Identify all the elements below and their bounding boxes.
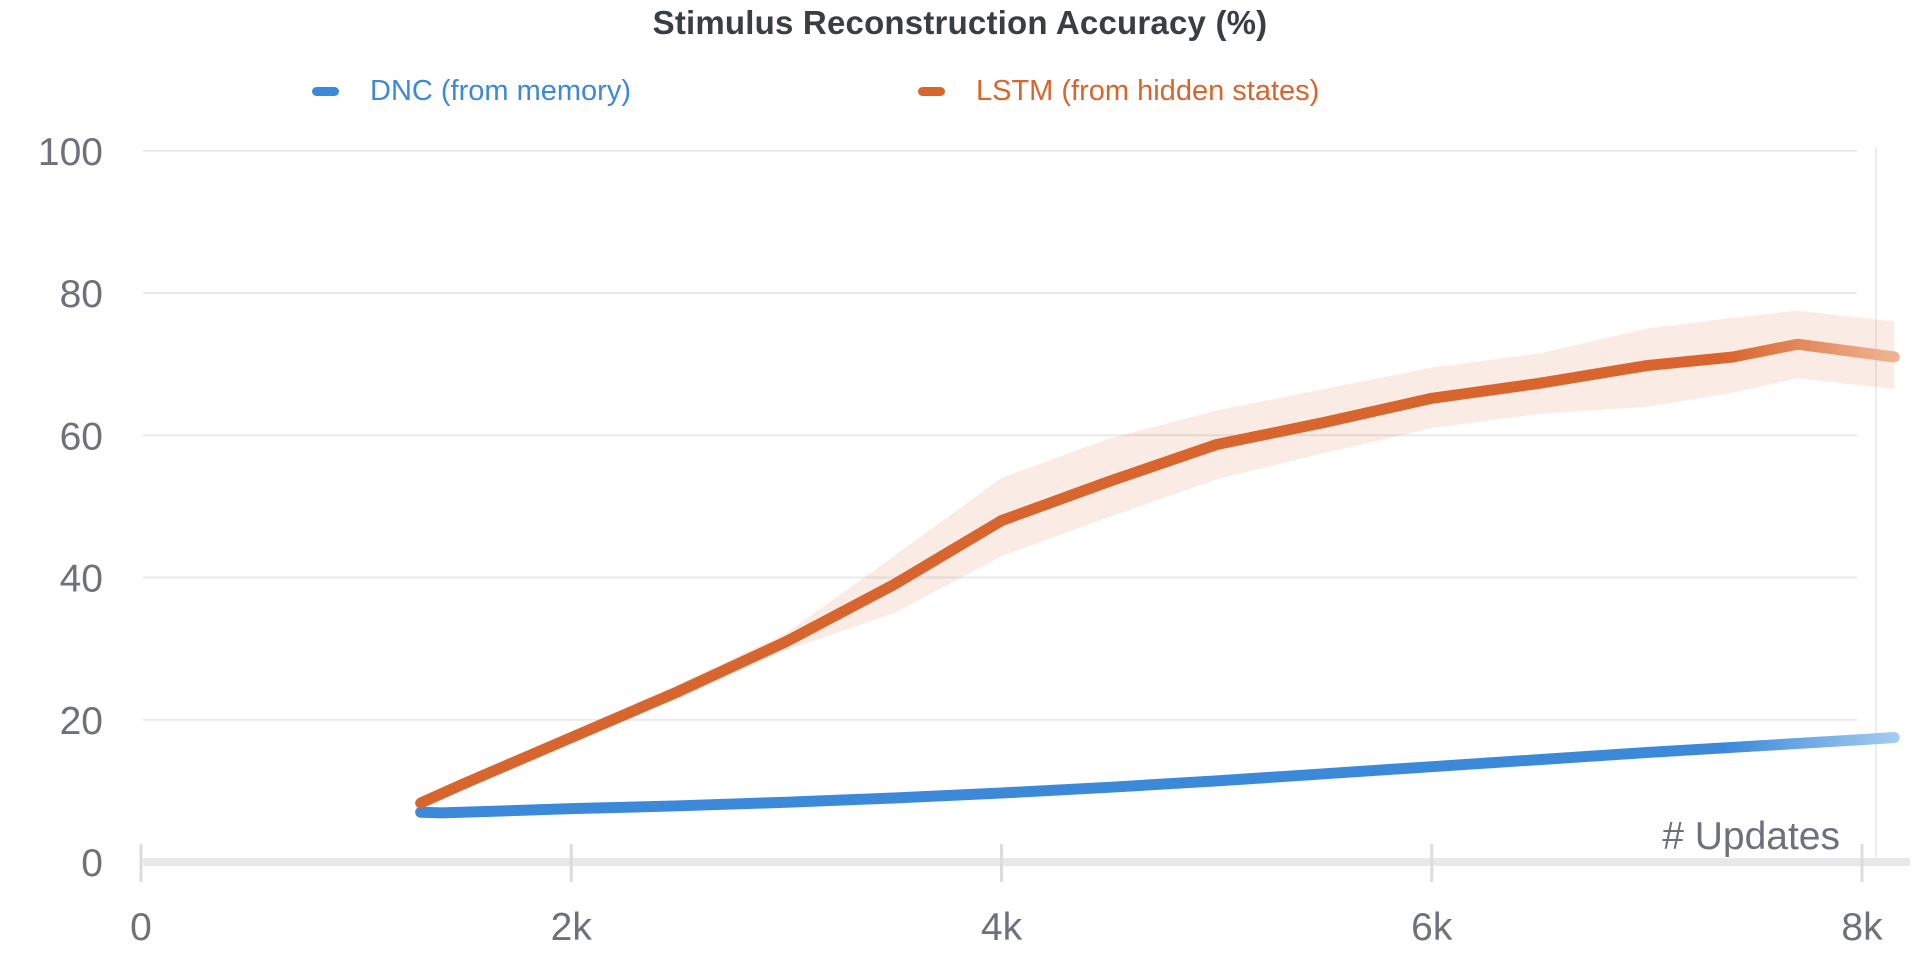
series-line[interactable] [415, 338, 1900, 809]
x-axis-ticks [139, 844, 1864, 882]
x-tick-label: 8k [1841, 906, 1883, 949]
x-axis-title: # Updates [1662, 815, 1840, 858]
x-axis-labels: 0 2k 4k 6k 8k [130, 906, 1883, 949]
x-tick-label: 6k [1411, 906, 1453, 949]
x-tick-label: 2k [551, 906, 593, 949]
legend-lstm-label: LSTM (from hidden states) [976, 74, 1320, 107]
y-tick-label: 40 [60, 558, 103, 601]
legend-dnc-label: DNC (from memory) [370, 74, 631, 107]
x-tick-label: 0 [130, 906, 152, 949]
x-tick-label: 4k [981, 906, 1023, 949]
y-tick-label: 60 [60, 415, 103, 458]
series-layer [415, 310, 1900, 819]
y-tick-label: 100 [38, 131, 103, 174]
gridlines [143, 147, 1877, 866]
y-tick-label: 20 [60, 700, 103, 743]
y-tick-label: 80 [60, 273, 103, 316]
y-tick-label: 0 [81, 842, 103, 885]
legend-item-dnc[interactable]: DNC (from memory) [312, 74, 631, 108]
legend-dnc-line-swatch-icon [312, 86, 339, 96]
legend-lstm-line-swatch-icon [918, 86, 945, 96]
series-line[interactable] [415, 732, 1900, 819]
y-axis-labels: 0 20 40 60 80 100 [38, 131, 103, 885]
legend-item-lstm[interactable]: LSTM (from hidden states) [918, 74, 1319, 108]
confidence-band [420, 310, 1895, 808]
x-axis [139, 844, 1910, 882]
chart-title: Stimulus Reconstruction Accuracy (%) [652, 4, 1268, 41]
